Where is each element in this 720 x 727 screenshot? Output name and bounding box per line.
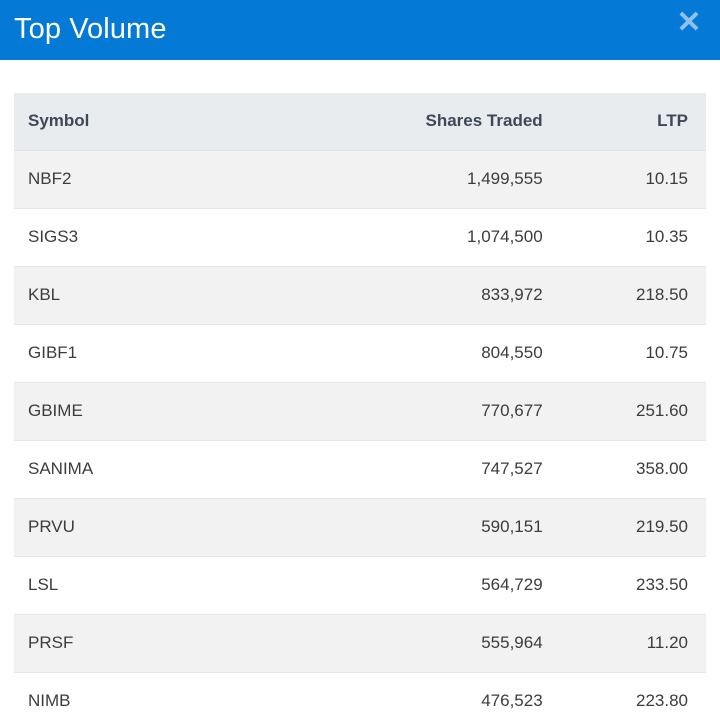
- table-row[interactable]: NBF2 1,499,555 10.15: [14, 150, 706, 209]
- cell-ltp: 11.20: [560, 614, 706, 673]
- cell-shares-traded: 747,527: [332, 440, 561, 499]
- cell-shares-traded: 564,729: [332, 556, 561, 615]
- cell-shares-traded: 476,523: [332, 672, 561, 727]
- table-row[interactable]: SANIMA 747,527 358.00: [14, 440, 706, 499]
- table-container: Symbol Shares Traded LTP NBF2 1,499,555 10…: [0, 93, 720, 727]
- cell-symbol: SANIMA: [14, 440, 333, 499]
- cell-shares-traded: 555,964: [332, 614, 561, 673]
- cell-symbol: NBF2: [14, 150, 333, 209]
- table-row[interactable]: LSL 564,729 233.50: [14, 556, 706, 615]
- cell-shares-traded: 590,151: [332, 498, 561, 557]
- modal-header: Top Volume ✕: [0, 0, 720, 60]
- cell-shares-traded: 833,972: [332, 266, 561, 325]
- cell-ltp: 10.15: [560, 150, 706, 209]
- cell-shares-traded: 770,677: [332, 382, 561, 441]
- cell-symbol: PRVU: [14, 498, 333, 557]
- cell-symbol: SIGS3: [14, 208, 333, 267]
- cell-ltp: 251.60: [560, 382, 706, 441]
- cell-symbol: PRSF: [14, 614, 333, 673]
- table-row[interactable]: GIBF1 804,550 10.75: [14, 324, 706, 383]
- close-button[interactable]: ✕: [672, 6, 706, 40]
- top-volume-table: Symbol Shares Traded LTP NBF2 1,499,555 10…: [14, 93, 706, 727]
- column-header-ltp[interactable]: LTP: [560, 93, 706, 151]
- cell-ltp: 218.50: [560, 266, 706, 325]
- cell-symbol: KBL: [14, 266, 333, 325]
- cell-symbol: LSL: [14, 556, 333, 615]
- cell-ltp: 10.75: [560, 324, 706, 383]
- cell-ltp: 219.50: [560, 498, 706, 557]
- cell-symbol: GBIME: [14, 382, 333, 441]
- table-row[interactable]: SIGS3 1,074,500 10.35: [14, 208, 706, 267]
- cell-shares-traded: 1,499,555: [332, 150, 561, 209]
- table-header-row: Symbol Shares Traded LTP: [14, 93, 706, 151]
- table-row[interactable]: GBIME 770,677 251.60: [14, 382, 706, 441]
- cell-ltp: 223.80: [560, 672, 706, 727]
- column-header-shares-traded[interactable]: Shares Traded: [332, 93, 561, 151]
- table-row[interactable]: PRVU 590,151 219.50: [14, 498, 706, 557]
- table-row[interactable]: NIMB 476,523 223.80: [14, 672, 706, 727]
- cell-shares-traded: 1,074,500: [332, 208, 561, 267]
- cell-symbol: NIMB: [14, 672, 333, 727]
- cell-symbol: GIBF1: [14, 324, 333, 383]
- column-header-symbol[interactable]: Symbol: [14, 93, 333, 151]
- cell-shares-traded: 804,550: [332, 324, 561, 383]
- page-title: Top Volume: [14, 12, 167, 45]
- cell-ltp: 358.00: [560, 440, 706, 499]
- modal-body: Symbol Shares Traded LTP NBF2 1,499,555 10…: [0, 60, 720, 727]
- cell-ltp: 233.50: [560, 556, 706, 615]
- table-row[interactable]: KBL 833,972 218.50: [14, 266, 706, 325]
- close-icon: ✕: [676, 6, 702, 39]
- table-header: Symbol Shares Traded LTP: [14, 93, 706, 151]
- table-body: NBF2 1,499,555 10.15 SIGS3 1,074,500 10.35 KBL…: [14, 150, 706, 727]
- table-row[interactable]: PRSF 555,964 11.20: [14, 614, 706, 673]
- cell-ltp: 10.35: [560, 208, 706, 267]
